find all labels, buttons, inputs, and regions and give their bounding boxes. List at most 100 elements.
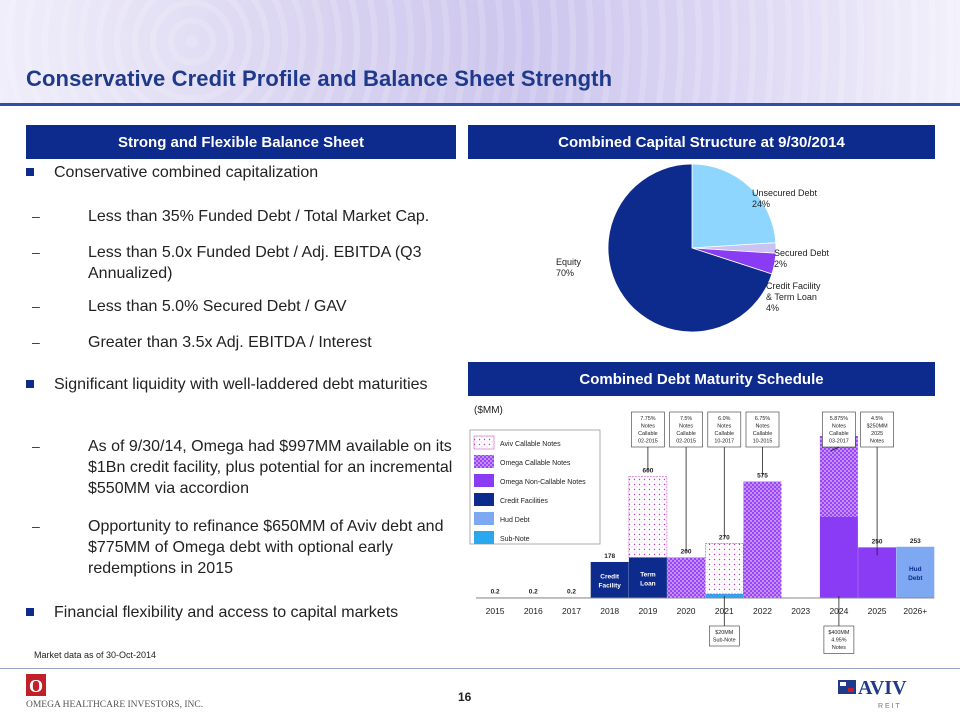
x-tick-label: 2018 [600,606,619,616]
x-tick-label: 2025 [868,606,887,616]
bar-inner-label: Term Loan [640,571,656,587]
callout-text: $20MM Sub-Note [713,630,736,644]
bar-segment [628,476,668,558]
bar-segment [590,561,629,598]
footer-rule [0,668,960,669]
capital-structure-pie-chart: Unsecured Debt 24% Secured Debt 2% Credit Fa… [556,163,830,333]
bar-segment [858,547,897,598]
bullet-text: Financial flexibility and access to capi… [54,604,399,621]
aviv-logo: AVIV R E I T [838,677,907,710]
legend-swatch [474,512,494,525]
omega-logo-mark [26,674,46,696]
dash-bullet-icon: – [32,334,40,350]
bar-total-label: 0.2 [491,588,500,595]
sub-bullet-text: As of 9/30/14, Omega had $997MM availabl… [88,438,453,497]
maturity-schedule-heading: Combined Debt Maturity Schedule [468,362,935,396]
dash-bullet-icon: – [32,298,40,314]
callout-text: 6.0% Notes Callable 10-2017 [714,416,734,445]
square-bullet-icon [26,380,34,388]
square-bullet-icon [26,168,34,176]
sub-bullet-text: Less than 5.0x Funded Debt / Adj. EBITDA… [88,244,422,282]
bar-inner-label: Hud Debt [908,566,923,582]
omega-logo-text: OMEGA HEALTHCARE INVESTORS, INC. [26,700,203,710]
x-tick-label: 2020 [677,606,696,616]
square-bullet-icon [26,608,34,616]
bar-segment [819,436,858,517]
legend-label: Sub-Note [500,536,530,543]
bar-segment [705,543,744,595]
legend-swatch [474,474,494,487]
sub-bullet-text: Less than 35% Funded Debt / Total Market… [88,208,430,225]
dash-bullet-icon: – [32,208,40,224]
callout-text: 7.5% Notes Callable 02-2015 [676,416,696,445]
sub-bullet-text: Less than 5.0% Secured Debt / GAV [88,298,347,315]
aviv-logo-text: AVIV [858,677,907,699]
title-rule [0,103,960,106]
x-tick-label: 2019 [638,606,657,616]
legend-label: Omega Callable Notes [500,460,571,467]
bullet-text: Significant liquidity with well-laddered… [54,376,428,393]
bar-segment [628,557,667,598]
x-tick-label: 2016 [524,606,543,616]
callout-text: $400MM 4.95% Notes [828,630,849,651]
bar-total-label: 270 [719,534,730,541]
balance-sheet-heading: Strong and Flexible Balance Sheet [26,125,456,159]
bar-total-label: 0.2 [567,588,576,595]
omega-logo-letter: O [29,676,43,696]
legend-swatch [474,455,494,468]
bar-total-label: 575 [757,473,768,480]
legend-swatch [473,435,495,450]
legend-label: Credit Facilities [500,498,548,505]
sub-bullet-text: Greater than 3.5x Adj. EBITDA / Interest [88,334,372,351]
pie-label: Unsecured Debt 24% [752,188,818,209]
bar-segment [705,593,744,598]
callout-text: 4.5% $250MM 2025 Notes [867,416,888,445]
bar-total-label: 253 [910,538,921,545]
pie-label: Credit Facility & Term Loan 4% [766,281,821,313]
omega-logo: O OMEGA HEALTHCARE INVESTORS, INC. [26,674,203,710]
x-tick-label: 2017 [562,606,581,616]
callout-text: 5.875% Notes Callable 03-2017 [829,416,849,445]
debt-maturity-bar-chart: ($MM) Aviv Callable Notes Omega Callable … [469,405,935,654]
callout-box [823,625,855,654]
pie-slice-equity [607,163,773,333]
sub-bullet-text: Opportunity to refinance $650MM of Aviv … [88,518,444,577]
bar-segment [743,481,782,598]
bar-segment [667,557,706,598]
callout-box [631,411,665,448]
x-tick-label: 2023 [791,606,810,616]
callout-arrow [830,446,840,452]
header-band [0,0,960,104]
callout-box [860,411,894,448]
legend-swatch [474,531,494,544]
pie-label: Equity 70% [556,257,582,278]
legend-label: Hud Debt [500,517,530,524]
dash-bullet-icon: – [32,438,40,454]
bar-segment [896,546,935,598]
x-tick-label: 2026+ [903,606,927,616]
bar-total-label: 200 [681,549,692,556]
x-tick-label: 2015 [486,606,505,616]
aviv-flag-icon [838,680,856,694]
callout-box [822,411,856,448]
dash-bullet-icon: – [32,244,40,260]
legend-swatch [474,493,494,506]
aviv-logo-sub: R E I T [878,703,900,710]
bar-inner-label: Credit Facility [598,573,621,589]
dash-bullet-icon: – [32,518,40,534]
callout-box [709,625,740,647]
bullet-text: Conservative combined capitalization [54,164,319,181]
page-title: Conservative Credit Profile and Balance … [26,66,613,91]
callout-box [669,411,703,448]
bar-total-label: 0.2 [529,588,538,595]
bar-segment [819,517,858,598]
legend-label: Omega Non-Callable Notes [500,479,586,486]
bar-total-label: 178 [604,553,615,560]
callout-text: 7.75% Notes Callable 02-2015 [638,416,658,445]
callout-box [707,411,742,448]
pie-label: Secured Debt 2% [774,248,830,269]
bar-total-label: 600 [642,468,653,475]
market-data-footnote: Market data as of 30-Oct-2014 [34,650,157,660]
legend-label: Aviv Callable Notes [500,441,561,448]
unit-label: ($MM) [474,405,503,416]
